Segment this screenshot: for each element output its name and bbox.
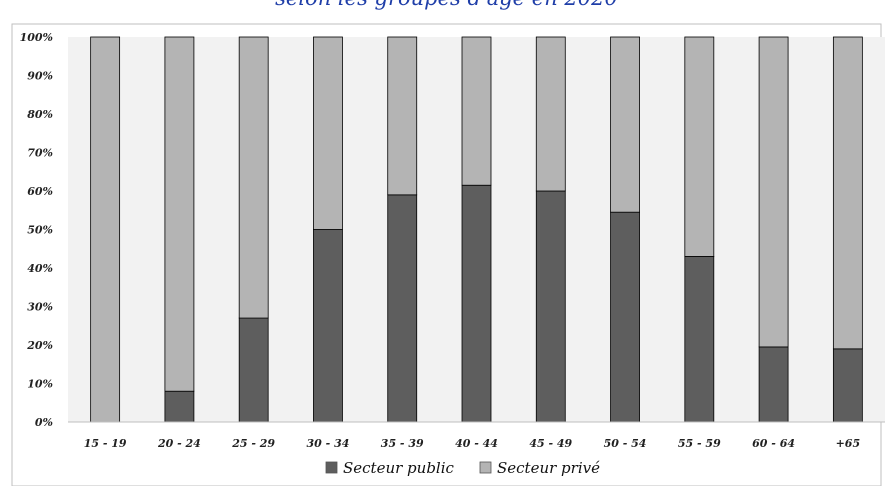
x-tick-label: +65: [836, 437, 861, 450]
legend-label-secteur-prive: Secteur privé: [497, 459, 600, 477]
x-tick-label: 30 - 34: [307, 437, 350, 450]
bar-secteur-prive: [461, 36, 492, 186]
x-tick-label: 60 - 64: [752, 437, 795, 450]
bar-secteur-public: [313, 229, 343, 423]
chart-title: selon les groupes d'âge en 2020: [0, 0, 893, 10]
y-tick-label: 20%: [26, 339, 53, 352]
x-tick-label: 20 - 24: [157, 437, 201, 450]
y-tick-label: 80%: [27, 108, 53, 121]
bar-secteur-public: [758, 346, 789, 423]
y-tick-label: 0%: [35, 416, 53, 429]
bar-secteur-prive: [90, 36, 121, 423]
bar-secteur-public: [610, 211, 640, 423]
bar-secteur-public: [684, 256, 715, 423]
y-tick-label: 30%: [27, 301, 53, 314]
y-tick-label: 70%: [27, 147, 53, 160]
x-tick-label: 50 - 54: [604, 437, 647, 450]
y-tick-label: 60%: [27, 185, 53, 198]
y-tick-label: 10%: [27, 378, 53, 391]
legend-swatch-secteur-public: [325, 461, 338, 474]
x-tick-label: 45 - 49: [529, 437, 572, 450]
x-tick-label: 55 - 59: [678, 437, 721, 450]
bar-secteur-public: [535, 190, 566, 423]
y-tick-label: 40%: [27, 262, 53, 275]
bar-secteur-prive: [313, 36, 343, 230]
y-tick-label: 90%: [27, 70, 53, 83]
bar-secteur-prive: [387, 36, 418, 196]
bar-secteur-public: [461, 184, 492, 423]
legend: Secteur public Secteur privé: [325, 459, 600, 477]
y-tick-label: 50%: [27, 224, 53, 237]
bar-secteur-prive: [164, 36, 195, 392]
x-tick-label: 40 - 44: [455, 437, 498, 450]
bar-secteur-prive: [238, 36, 269, 319]
bar-secteur-public: [832, 348, 863, 423]
x-tick-label: 15 - 19: [84, 437, 127, 450]
x-tick-label: 25 - 29: [231, 437, 275, 450]
bar-secteur-prive: [832, 36, 863, 350]
bar-secteur-prive: [684, 36, 715, 257]
legend-label-secteur-public: Secteur public: [343, 459, 455, 477]
legend-swatch-secteur-prive: [479, 461, 492, 474]
y-tick-label: 100%: [20, 31, 53, 44]
bar-secteur-prive: [758, 36, 789, 348]
bar-secteur-prive: [610, 36, 640, 213]
bar-secteur-public: [387, 194, 418, 423]
bar-secteur-public: [164, 390, 195, 423]
bar-secteur-public: [238, 317, 269, 423]
x-tick-label: 35 - 39: [381, 437, 424, 450]
bar-secteur-prive: [535, 36, 566, 192]
